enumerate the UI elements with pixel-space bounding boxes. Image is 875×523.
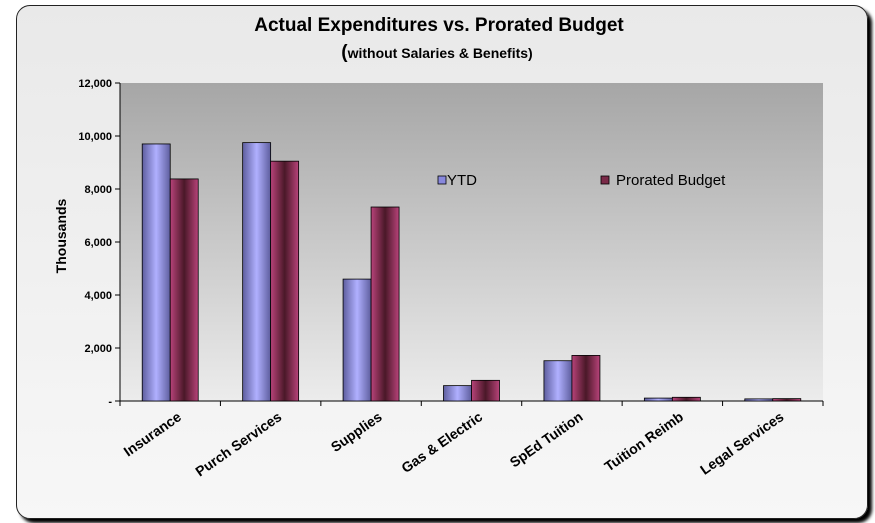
y-axis-label: Thousands	[53, 198, 69, 273]
legend-swatch-ytd	[437, 175, 447, 185]
x-tick-label: Gas & Electric	[398, 408, 485, 476]
chart-subtitle-text: without Salaries & Benefits)	[347, 45, 533, 61]
bar-ytd	[242, 142, 272, 402]
bar-ytd	[443, 385, 472, 402]
bar-ytd	[141, 143, 171, 402]
bar-ytd	[643, 397, 673, 402]
x-tick-labels: Insurance Purch Services Supplies Gas & Ele…	[121, 408, 787, 479]
y-tick-label: 6,000	[84, 237, 112, 249]
bar-prorated-budget	[772, 398, 802, 402]
bars	[141, 142, 802, 402]
bar-ytd	[744, 398, 774, 402]
x-tick-label: Purch Services	[192, 408, 284, 479]
bar-prorated-budget	[370, 206, 400, 402]
y-tick-label: 2,000	[84, 343, 112, 355]
y-tick-label: -	[108, 396, 112, 408]
y-tick-label: 10,000	[78, 131, 112, 143]
plot-area	[120, 83, 823, 401]
bar-prorated-budget	[571, 355, 601, 402]
bar-prorated-budget	[671, 396, 701, 402]
x-tick-label: Tuition Reimb	[601, 408, 686, 474]
chart-subtitle: (without Salaries & Benefits)	[341, 42, 532, 63]
y-tick-label: 12,000	[78, 78, 112, 90]
x-tick-label: Legal Services	[697, 408, 787, 477]
legend-swatch-prorated-budget	[600, 175, 610, 185]
chart-subtitle-paren: (	[341, 42, 348, 63]
bar-prorated-budget	[471, 379, 500, 402]
x-tick-label: SpEd Tuition	[507, 408, 586, 470]
bar-ytd	[342, 278, 372, 402]
bar-prorated-budget	[270, 160, 300, 402]
y-tick-label: 8,000	[84, 184, 112, 196]
y-tick-label: 4,000	[84, 290, 112, 302]
bar-prorated-budget	[169, 178, 199, 402]
x-tick-label: Supplies	[328, 408, 385, 455]
bar-ytd	[543, 360, 573, 402]
legend: YTD Prorated Budget	[437, 172, 726, 189]
legend-label-ytd: YTD	[447, 172, 477, 189]
x-tick-label: Insurance	[121, 408, 185, 459]
chart-title: Actual Expenditures vs. Prorated Budget	[254, 15, 624, 36]
legend-label-prorated-budget: Prorated Budget	[616, 172, 726, 189]
